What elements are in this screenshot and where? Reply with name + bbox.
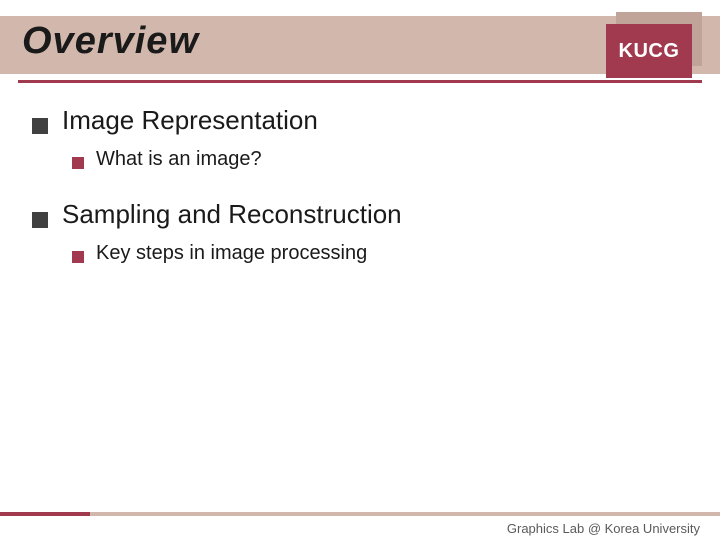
badge-text: KUCG xyxy=(619,40,680,63)
list-item: What is an image? xyxy=(72,148,688,171)
footer-bar-accent xyxy=(0,512,90,516)
slide-title: Overview xyxy=(22,20,199,63)
square-bullet-icon xyxy=(72,251,84,263)
footer-text: Graphics Lab @ Korea University xyxy=(507,521,700,536)
list-item: Sampling and Reconstruction xyxy=(32,199,688,230)
logo-badge: KUCG xyxy=(606,24,692,78)
list-item: Image Representation xyxy=(32,105,688,136)
section-heading: Sampling and Reconstruction xyxy=(62,199,402,230)
content-area: Image Representation What is an image? S… xyxy=(32,105,688,293)
footer-bar xyxy=(0,512,720,516)
square-bullet-icon xyxy=(32,118,48,134)
square-bullet-icon xyxy=(32,212,48,228)
list-item: Key steps in image processing xyxy=(72,242,688,265)
section-sub: What is an image? xyxy=(96,148,262,171)
title-underline xyxy=(18,80,702,83)
square-bullet-icon xyxy=(72,157,84,169)
section-sub: Key steps in image processing xyxy=(96,242,367,265)
section-heading: Image Representation xyxy=(62,105,318,136)
